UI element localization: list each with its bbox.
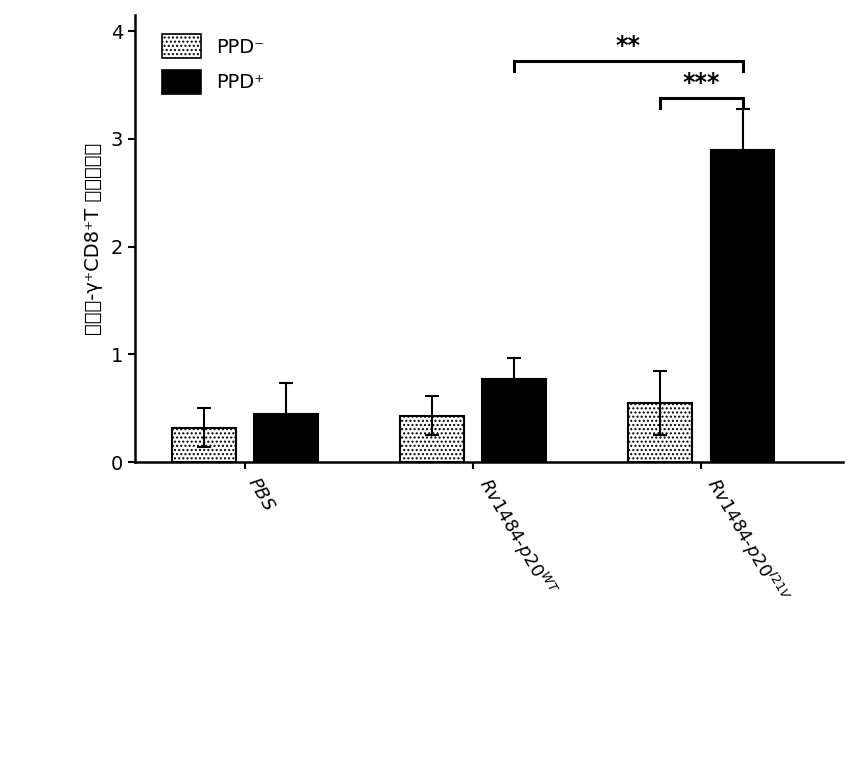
Legend: PPD⁻, PPD⁺: PPD⁻, PPD⁺ [152,25,275,103]
Bar [710,150,775,462]
Text: **: ** [616,34,641,58]
Bar [172,428,236,462]
Text: ***: *** [683,71,720,95]
Bar [628,403,692,462]
Bar [482,379,547,462]
Bar [400,416,464,462]
Y-axis label: 干扰素-γ⁺CD8⁺T 细胞百分比: 干扰素-γ⁺CD8⁺T 细胞百分比 [83,142,103,334]
Bar [254,413,317,462]
